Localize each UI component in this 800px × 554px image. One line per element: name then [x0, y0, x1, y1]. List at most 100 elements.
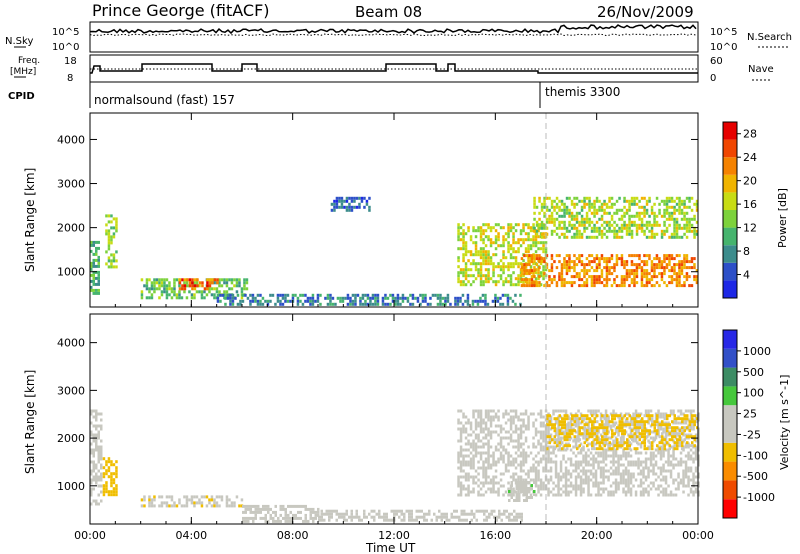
power-cell	[524, 265, 528, 269]
power-cell	[655, 254, 659, 258]
power-cell	[421, 293, 425, 297]
power-cell	[502, 280, 505, 284]
velocity-cell	[112, 490, 116, 494]
power-cell	[595, 196, 599, 200]
velocity-cell	[633, 423, 636, 427]
power-cell	[635, 269, 639, 273]
velocity-cell	[648, 417, 651, 421]
power-cell	[575, 226, 579, 230]
power-cell	[537, 268, 540, 272]
velocity-cell	[107, 457, 111, 461]
velocity-cell	[552, 481, 555, 485]
velocity-cell	[604, 409, 608, 413]
power-cell	[173, 281, 176, 285]
velocity-cell	[648, 432, 651, 436]
velocity-cell	[482, 427, 485, 431]
velocity-cell	[696, 420, 699, 424]
power-cell	[97, 288, 100, 292]
power-cell	[663, 269, 666, 273]
velocity-cell	[617, 487, 620, 491]
velocity-cell	[554, 463, 558, 467]
power-cell	[354, 302, 357, 306]
power-cell	[467, 226, 470, 230]
velocity-cell	[642, 487, 645, 491]
power-cell	[670, 278, 674, 282]
power-cell	[487, 262, 490, 266]
power-cell	[160, 293, 164, 297]
velocity-cell	[697, 460, 700, 464]
velocity-cell	[651, 420, 654, 424]
velocity-cell	[497, 457, 500, 461]
power-cell	[341, 299, 345, 303]
power-cell	[409, 302, 412, 306]
velocity-cell	[469, 463, 473, 467]
power-cell	[484, 280, 488, 284]
velocity-cell	[515, 515, 518, 519]
velocity-cell	[467, 439, 470, 443]
velocity-cell	[505, 509, 508, 513]
velocity-cell	[512, 439, 515, 443]
velocity-cell	[498, 512, 501, 516]
power-cell	[479, 229, 483, 233]
power-cell	[655, 214, 659, 218]
velocity-cell	[90, 451, 93, 455]
velocity-cell	[677, 484, 680, 488]
power-cell	[466, 296, 470, 300]
velocity-cell	[577, 466, 580, 470]
power-cell	[168, 293, 171, 297]
power-cell	[97, 264, 100, 268]
velocity-cell	[624, 490, 628, 494]
velocity-cell	[95, 409, 98, 413]
velocity-cell	[621, 435, 624, 439]
velocity-cell	[527, 472, 530, 476]
power-cell	[683, 202, 686, 206]
velocity-cell	[514, 439, 518, 443]
velocity-cell	[378, 512, 381, 516]
velocity-cell	[654, 463, 658, 467]
velocity-cell	[517, 418, 520, 422]
power-cell	[534, 238, 538, 242]
power-cell	[675, 217, 679, 221]
power-cell	[394, 296, 397, 300]
velocity-cell	[689, 409, 693, 413]
velocity-cell	[569, 427, 573, 431]
power-cell	[509, 265, 513, 269]
velocity-cell	[662, 487, 665, 491]
power-cell	[608, 266, 611, 270]
power-cell	[522, 241, 525, 245]
power-cell	[524, 223, 528, 227]
power-cell	[570, 202, 574, 206]
velocity-cell	[110, 493, 113, 497]
power-cell	[216, 296, 220, 300]
velocity-region-3	[242, 504, 320, 523]
velocity-cell	[677, 487, 680, 491]
velocity-cell	[616, 414, 619, 418]
velocity-cell	[459, 436, 463, 440]
velocity-cell	[438, 515, 441, 519]
power-cell	[653, 220, 656, 224]
power-cell	[519, 238, 523, 242]
power-cell	[355, 196, 359, 200]
velocity-cell	[678, 441, 681, 445]
velocity-cell	[636, 423, 639, 427]
power-cell	[479, 247, 483, 251]
velocity-cell	[619, 475, 623, 479]
velocity-cell	[534, 427, 538, 431]
velocity-cell	[488, 515, 491, 519]
velocity-cell	[554, 466, 558, 470]
velocity-cell	[632, 415, 635, 419]
velocity-cell	[593, 426, 596, 430]
velocity-cell	[464, 442, 468, 446]
velocity-cell	[287, 513, 290, 517]
velocity-cell	[524, 424, 528, 428]
velocity-cell	[523, 490, 526, 493]
velocity-cell	[592, 454, 595, 458]
velocity-cell	[649, 469, 653, 473]
velocity-cell	[198, 501, 201, 505]
power-cell	[673, 229, 676, 233]
velocity-cell	[647, 484, 650, 488]
velocity-cell	[592, 445, 595, 449]
velocity-cell	[692, 493, 695, 497]
power-cell	[568, 208, 571, 212]
power-cell	[630, 281, 634, 285]
